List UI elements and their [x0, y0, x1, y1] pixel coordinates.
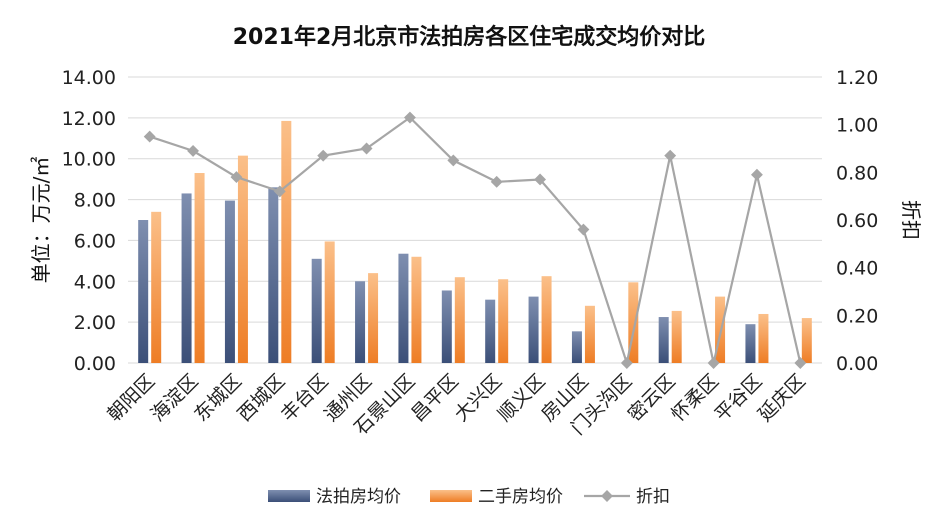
bar-secondhand-price	[194, 173, 205, 363]
y-tick-label: 14.00	[62, 67, 116, 89]
bar-auction-price	[528, 296, 539, 363]
bar-secondhand-price	[801, 318, 812, 363]
bar-auction-price	[181, 193, 192, 363]
y2-tick-label: 0.80	[836, 162, 878, 184]
category-label: 顺义区	[494, 370, 550, 426]
bar-secondhand-price	[281, 120, 292, 364]
bar-secondhand-price	[715, 296, 726, 363]
bar-secondhand-price	[237, 155, 248, 363]
y2-tick-label: 0.40	[836, 258, 878, 280]
bar-secondhand-price	[541, 276, 552, 363]
category-label: 延庆区	[754, 370, 810, 426]
discount-point	[664, 149, 677, 162]
category-label: 平谷区	[711, 370, 767, 426]
y-tick-label: 6.00	[74, 230, 116, 252]
category-labels: 朝阳区海淀区东城区西城区丰台区通州区石景山区昌平区大兴区顺义区房山区门头沟区密云…	[103, 370, 809, 439]
bar-auction-price	[571, 331, 582, 363]
bar-auction-price	[138, 220, 149, 363]
bar-secondhand-price	[758, 313, 769, 363]
y-axis-label: 单位：万元/㎡	[29, 157, 53, 284]
y-tick-label: 4.00	[74, 271, 116, 293]
chart-title: 2021年2月北京市法拍房各区住宅成交均价对比	[233, 24, 706, 50]
category-label: 海淀区	[147, 370, 203, 426]
legend-label-discount: 折扣	[636, 487, 670, 507]
bar-secondhand-price	[628, 282, 639, 363]
discount-line-path	[149, 116, 802, 368]
y2-tick-label: 0.00	[836, 353, 878, 375]
bar-secondhand-price	[454, 277, 465, 363]
category-label: 东城区	[190, 370, 246, 426]
right-axis-ticks: 0.00 0.20 0.40 0.60 0.80 1.00 1.20	[836, 67, 878, 375]
discount-point	[794, 357, 807, 369]
category-label: 怀柔区	[667, 370, 723, 426]
y2-tick-label: 0.20	[836, 305, 878, 327]
legend-label-auction: 法拍房均价	[316, 487, 401, 507]
legend: 法拍房均价 二手房均价 折扣	[268, 487, 670, 507]
y2-tick-label: 1.20	[836, 67, 878, 89]
discount-point	[187, 144, 200, 157]
y2-tick-label: 1.00	[836, 115, 878, 137]
category-label: 朝阳区	[103, 370, 159, 426]
bar-secondhand-price	[324, 241, 335, 363]
discount-point	[707, 357, 720, 369]
bar-secondhand-price	[498, 279, 509, 363]
bar-secondhand-price	[151, 211, 162, 363]
y-tick-label: 10.00	[62, 149, 116, 171]
bar-auction-price	[745, 324, 756, 363]
legend-swatch-secondhand	[430, 490, 472, 502]
y2-tick-label: 0.60	[836, 210, 878, 232]
bar-auction-price	[658, 317, 669, 363]
category-label: 密云区	[624, 370, 680, 426]
discount-point	[143, 130, 156, 143]
y-tick-label: 0.00	[74, 353, 116, 375]
bar-auction-price	[441, 290, 452, 363]
legend-swatch-auction	[268, 490, 310, 502]
category-label: 昌平区	[407, 370, 463, 426]
legend-label-secondhand: 二手房均价	[478, 487, 563, 507]
left-axis-ticks: 0.00 2.00 4.00 6.00 8.00 10.00 12.00 14.00	[62, 67, 116, 375]
bar-auction-price	[311, 258, 322, 363]
legend-marker-discount	[601, 490, 613, 502]
y-tick-label: 2.00	[74, 312, 116, 334]
discount-point	[750, 168, 763, 181]
category-label: 丰台区	[277, 370, 333, 426]
discount-point	[490, 175, 503, 188]
bar-auction-price	[485, 299, 496, 363]
y-tick-label: 12.00	[62, 108, 116, 130]
y-tick-label: 8.00	[74, 190, 116, 212]
category-label: 西城区	[233, 370, 289, 426]
bar-secondhand-price	[368, 273, 379, 363]
bar-auction-price	[398, 253, 409, 363]
bar-auction-price	[268, 187, 279, 363]
category-label: 大兴区	[450, 370, 506, 426]
bar-auction-price	[355, 281, 366, 363]
bar-secondhand-price	[584, 305, 595, 363]
discount-point	[620, 357, 633, 369]
bar-secondhand-price	[671, 310, 682, 363]
bar-auction-price	[224, 200, 235, 363]
bars	[138, 120, 812, 364]
discount-point	[534, 173, 547, 186]
bar-secondhand-price	[411, 256, 422, 363]
y2-axis-label: 折扣	[899, 200, 923, 240]
